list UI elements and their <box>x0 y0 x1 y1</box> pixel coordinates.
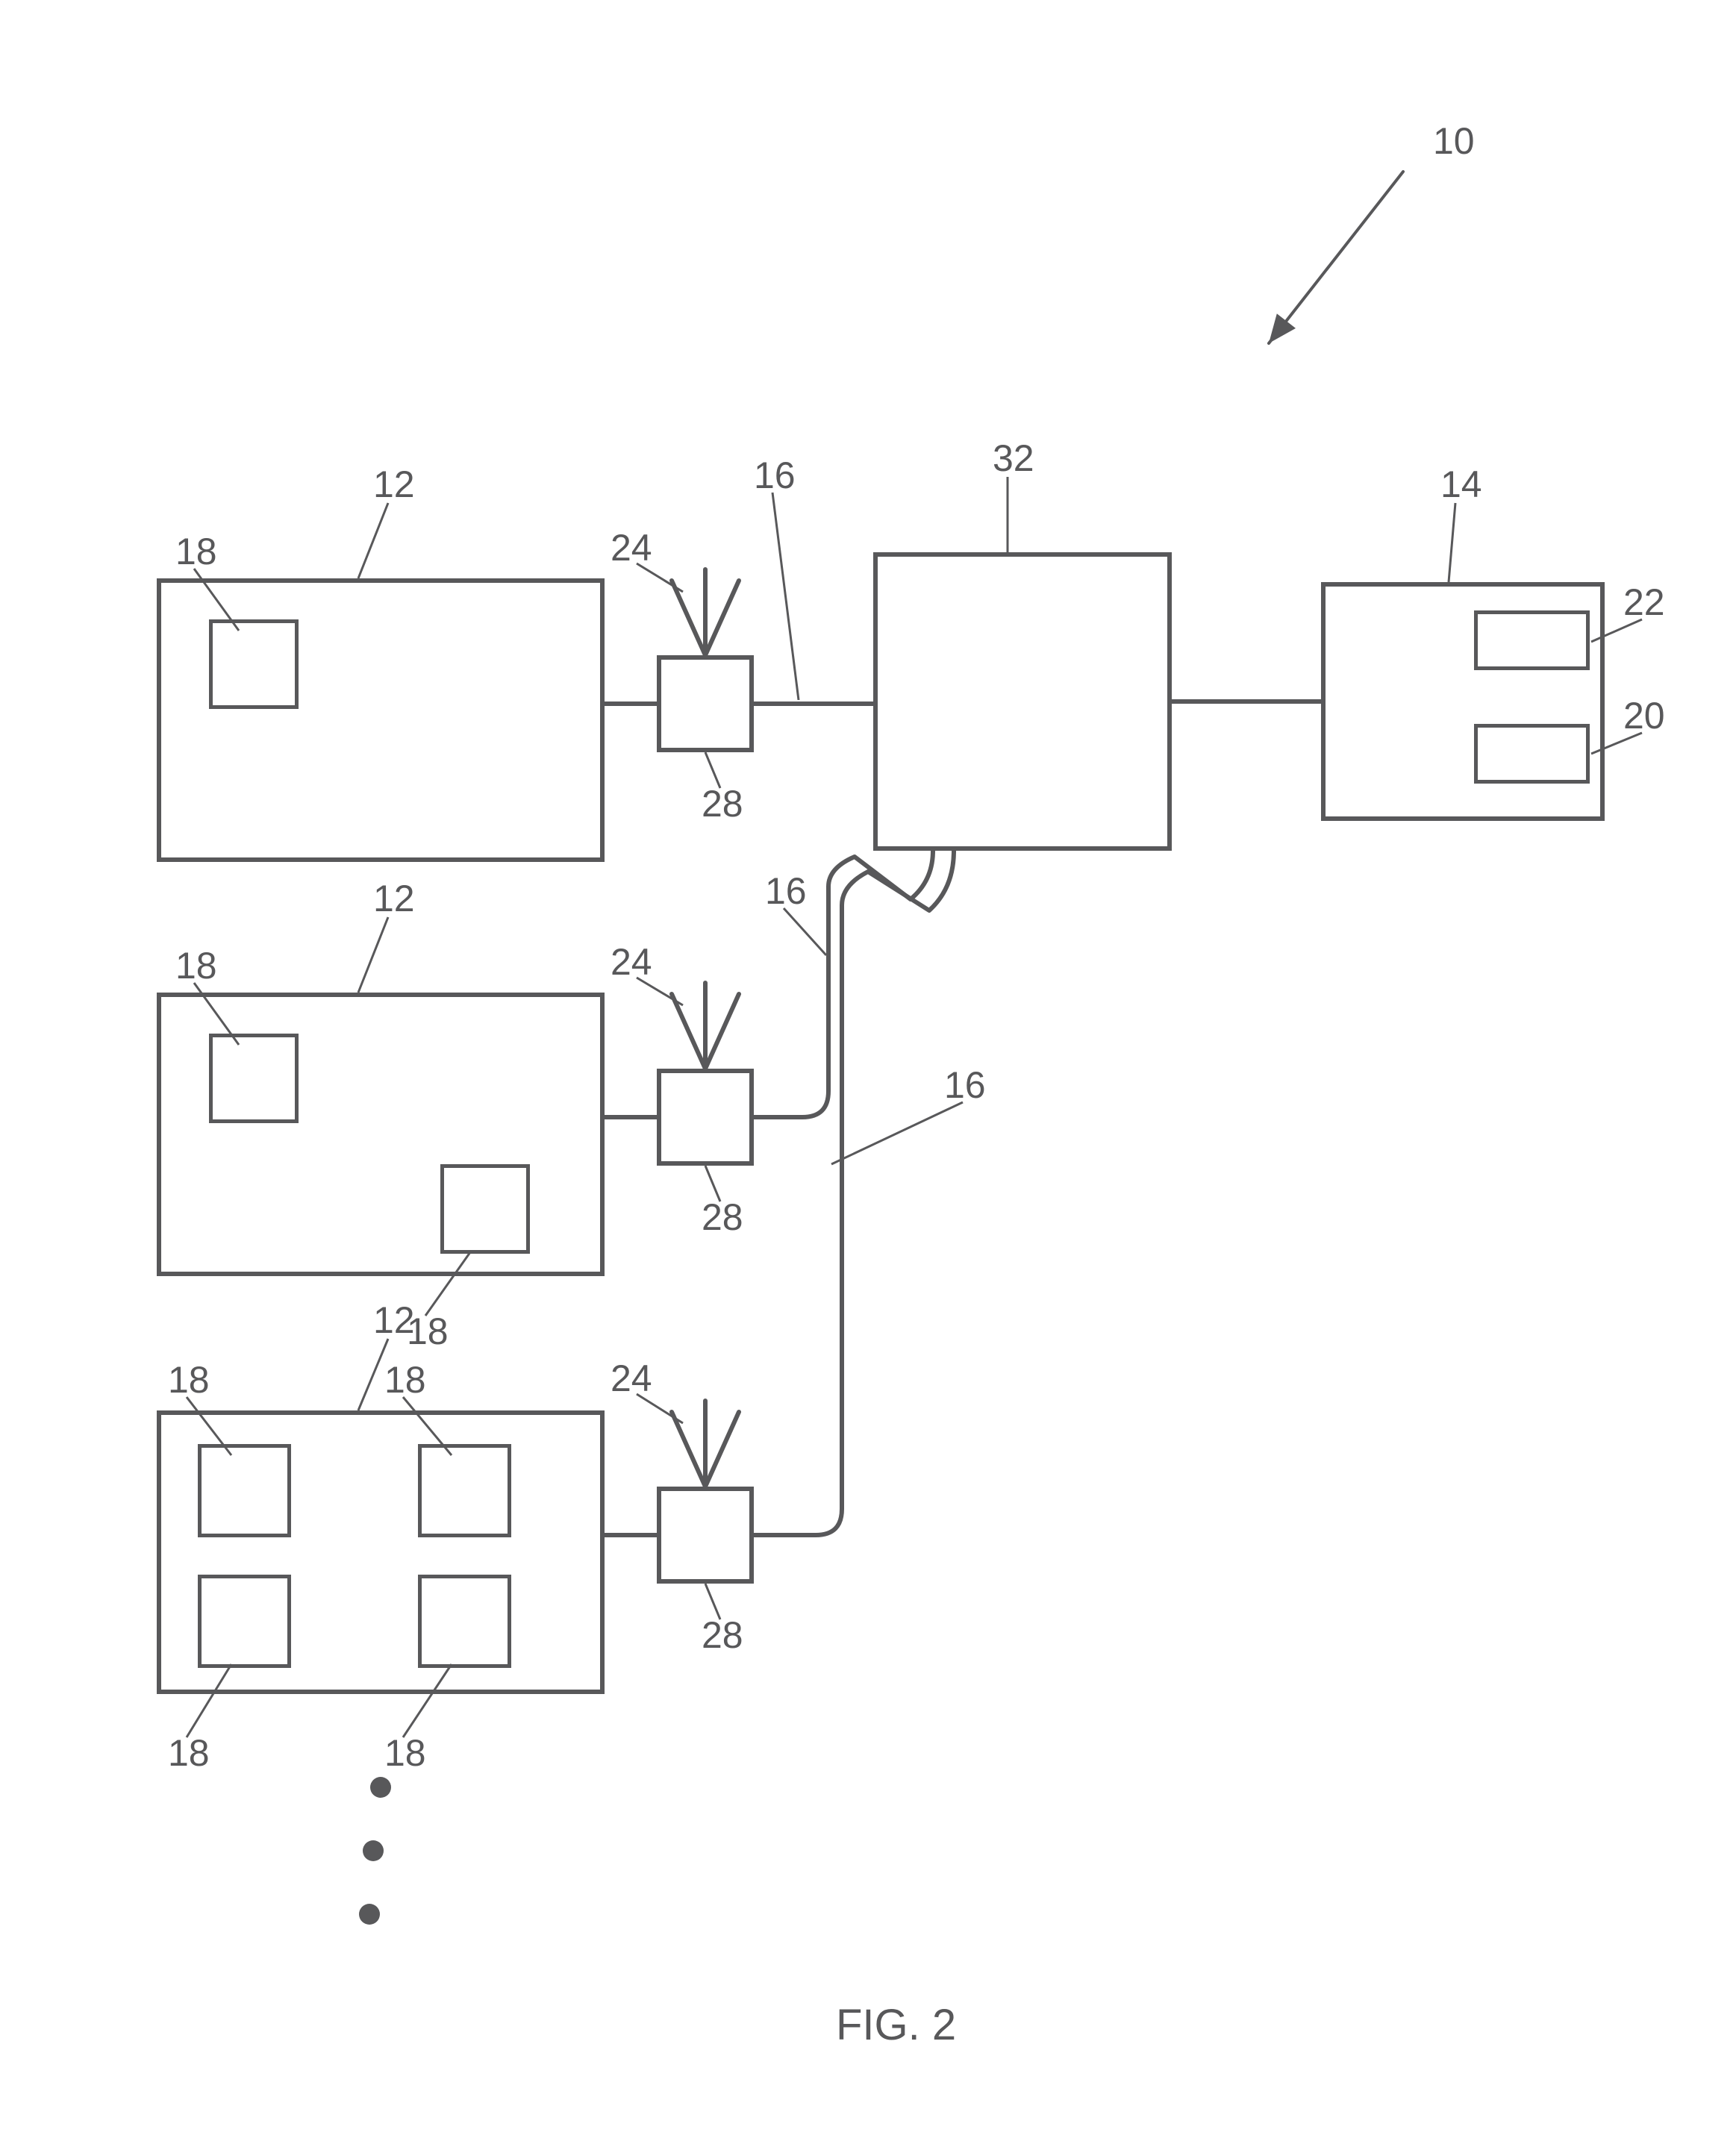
block-gw1 <box>657 655 754 752</box>
label-l16a: 16 <box>754 454 796 497</box>
label-server: 14 <box>1440 463 1482 506</box>
inner-d3_18a <box>198 1444 291 1537</box>
inner-d3_18b <box>198 1575 291 1668</box>
inner-d3_18c <box>418 1444 511 1537</box>
label-gw2: 28 <box>702 1196 743 1239</box>
label-dev1: 12 <box>373 463 415 506</box>
ellipsis-dot <box>363 1840 384 1861</box>
label-antenna-a2: 24 <box>611 940 652 984</box>
label-inner-srv_20: 20 <box>1623 694 1665 737</box>
label-inner-d2_18b: 18 <box>407 1310 449 1353</box>
label-l16c: 16 <box>944 1063 986 1107</box>
label-gw1: 28 <box>702 782 743 825</box>
label-antenna-a1: 24 <box>611 526 652 569</box>
inner-d3_18d <box>418 1575 511 1668</box>
label-inner-d3_18c: 18 <box>384 1358 426 1402</box>
block-hub <box>873 552 1172 851</box>
ellipsis-dot <box>359 1904 380 1925</box>
label-gw3: 28 <box>702 1613 743 1657</box>
inner-d2_18b <box>440 1164 530 1254</box>
inner-d1_18 <box>209 619 299 709</box>
label-antenna-a3: 24 <box>611 1357 652 1400</box>
block-gw3 <box>657 1487 754 1584</box>
label-inner-d1_18: 18 <box>175 530 217 573</box>
label-l16b: 16 <box>765 869 807 913</box>
ellipsis-dot <box>370 1777 391 1798</box>
block-gw2 <box>657 1069 754 1166</box>
label-dev2: 12 <box>373 877 415 920</box>
inner-d2_18a <box>209 1034 299 1123</box>
label-inner-d3_18b: 18 <box>168 1731 210 1775</box>
inner-srv_20 <box>1474 724 1590 784</box>
diagram-stage: 1212122828283214181818181818182220242424… <box>0 0 1736 2153</box>
inner-srv_22 <box>1474 610 1590 670</box>
label-inner-srv_22: 22 <box>1623 581 1665 624</box>
label-hub: 32 <box>993 437 1034 480</box>
label-inner-d3_18d: 18 <box>384 1731 426 1775</box>
label-inner-d2_18a: 18 <box>175 944 217 987</box>
label-inner-d3_18a: 18 <box>168 1358 210 1402</box>
label-ref-10: 10 <box>1433 119 1475 163</box>
figure-caption: FIG. 2 <box>836 2000 956 2050</box>
